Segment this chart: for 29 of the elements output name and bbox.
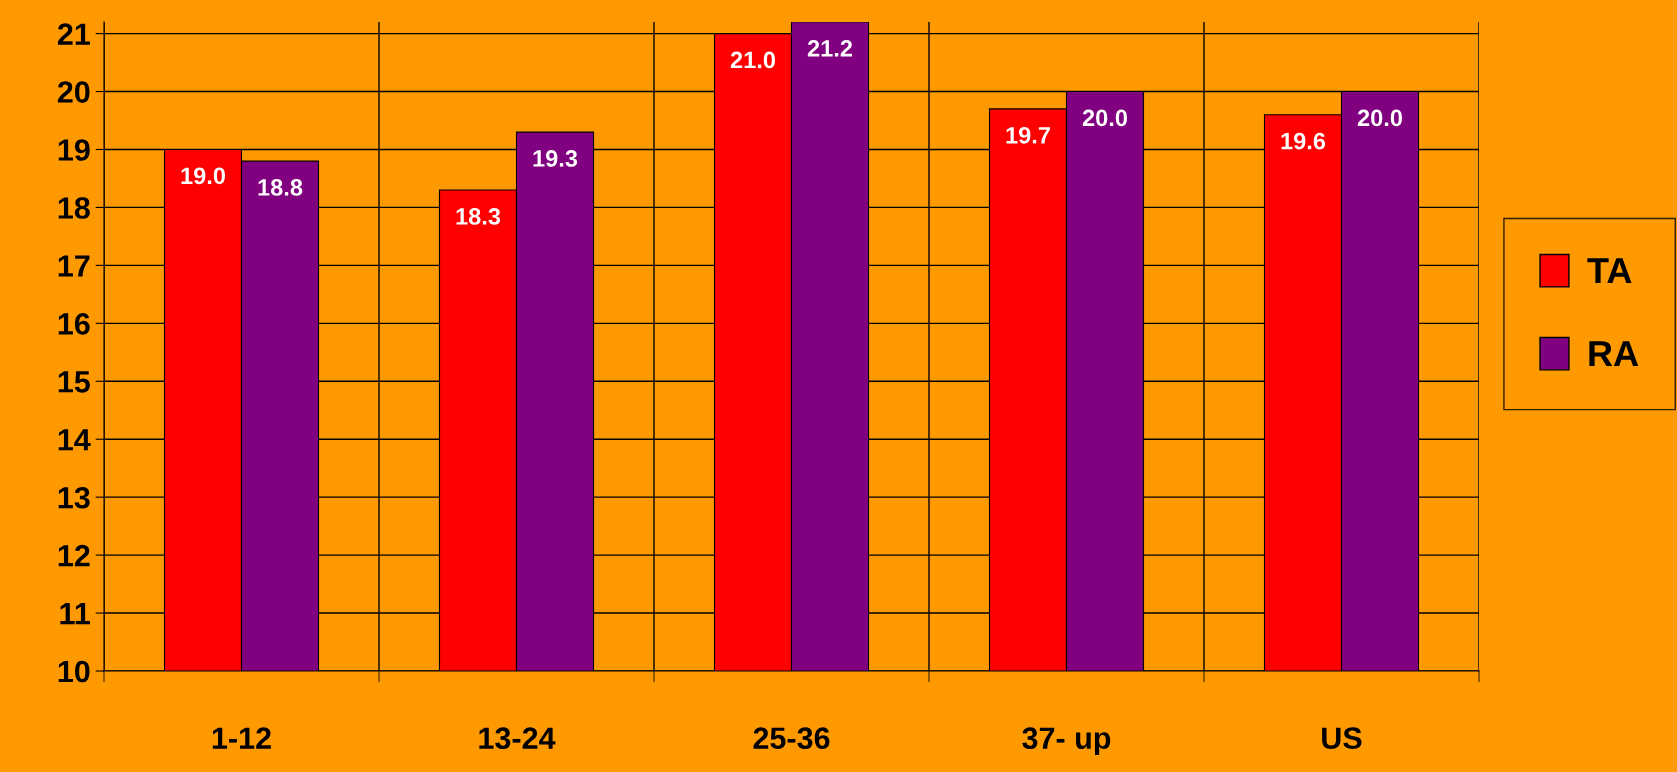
data-label: 18.3	[456, 208, 501, 225]
y-tick-label: 15	[58, 371, 90, 393]
y-tick-label: 10	[58, 660, 90, 683]
data-label: 21.2	[807, 40, 853, 57]
data-label: 21.0	[730, 51, 776, 69]
x-tick-label: 1-12	[212, 727, 271, 749]
x-tick-label: US	[1322, 727, 1362, 749]
y-tick-label: 16	[58, 313, 90, 335]
data-label: 18.8	[258, 179, 303, 196]
y-tick-label: 18	[58, 197, 90, 219]
data-label: 19.3	[533, 150, 578, 167]
y-tick-label: 17	[58, 255, 90, 277]
y-tick-label: 21	[57, 23, 90, 45]
x-tick-label: 37- up	[1022, 727, 1111, 756]
y-tick-label: 14	[58, 429, 91, 451]
data-label: 19.7	[1006, 126, 1050, 144]
data-label: 20.0	[1082, 109, 1128, 127]
legend-label: RA	[1589, 341, 1639, 367]
x-tick-label: 13-24	[479, 727, 556, 750]
data-label: 19.0	[181, 167, 226, 185]
data-label: 19.6	[1281, 132, 1326, 150]
x-tick-label: 25-36	[753, 727, 830, 750]
y-tick-label: 12	[58, 544, 90, 567]
y-tick-label: 19	[58, 139, 90, 161]
y-tick-label: 20	[57, 81, 90, 103]
y-tick-label: 11	[60, 603, 90, 625]
data-label: 20.0	[1357, 109, 1403, 127]
legend-label: TA	[1587, 258, 1632, 284]
y-tick-label: 13	[58, 486, 90, 509]
